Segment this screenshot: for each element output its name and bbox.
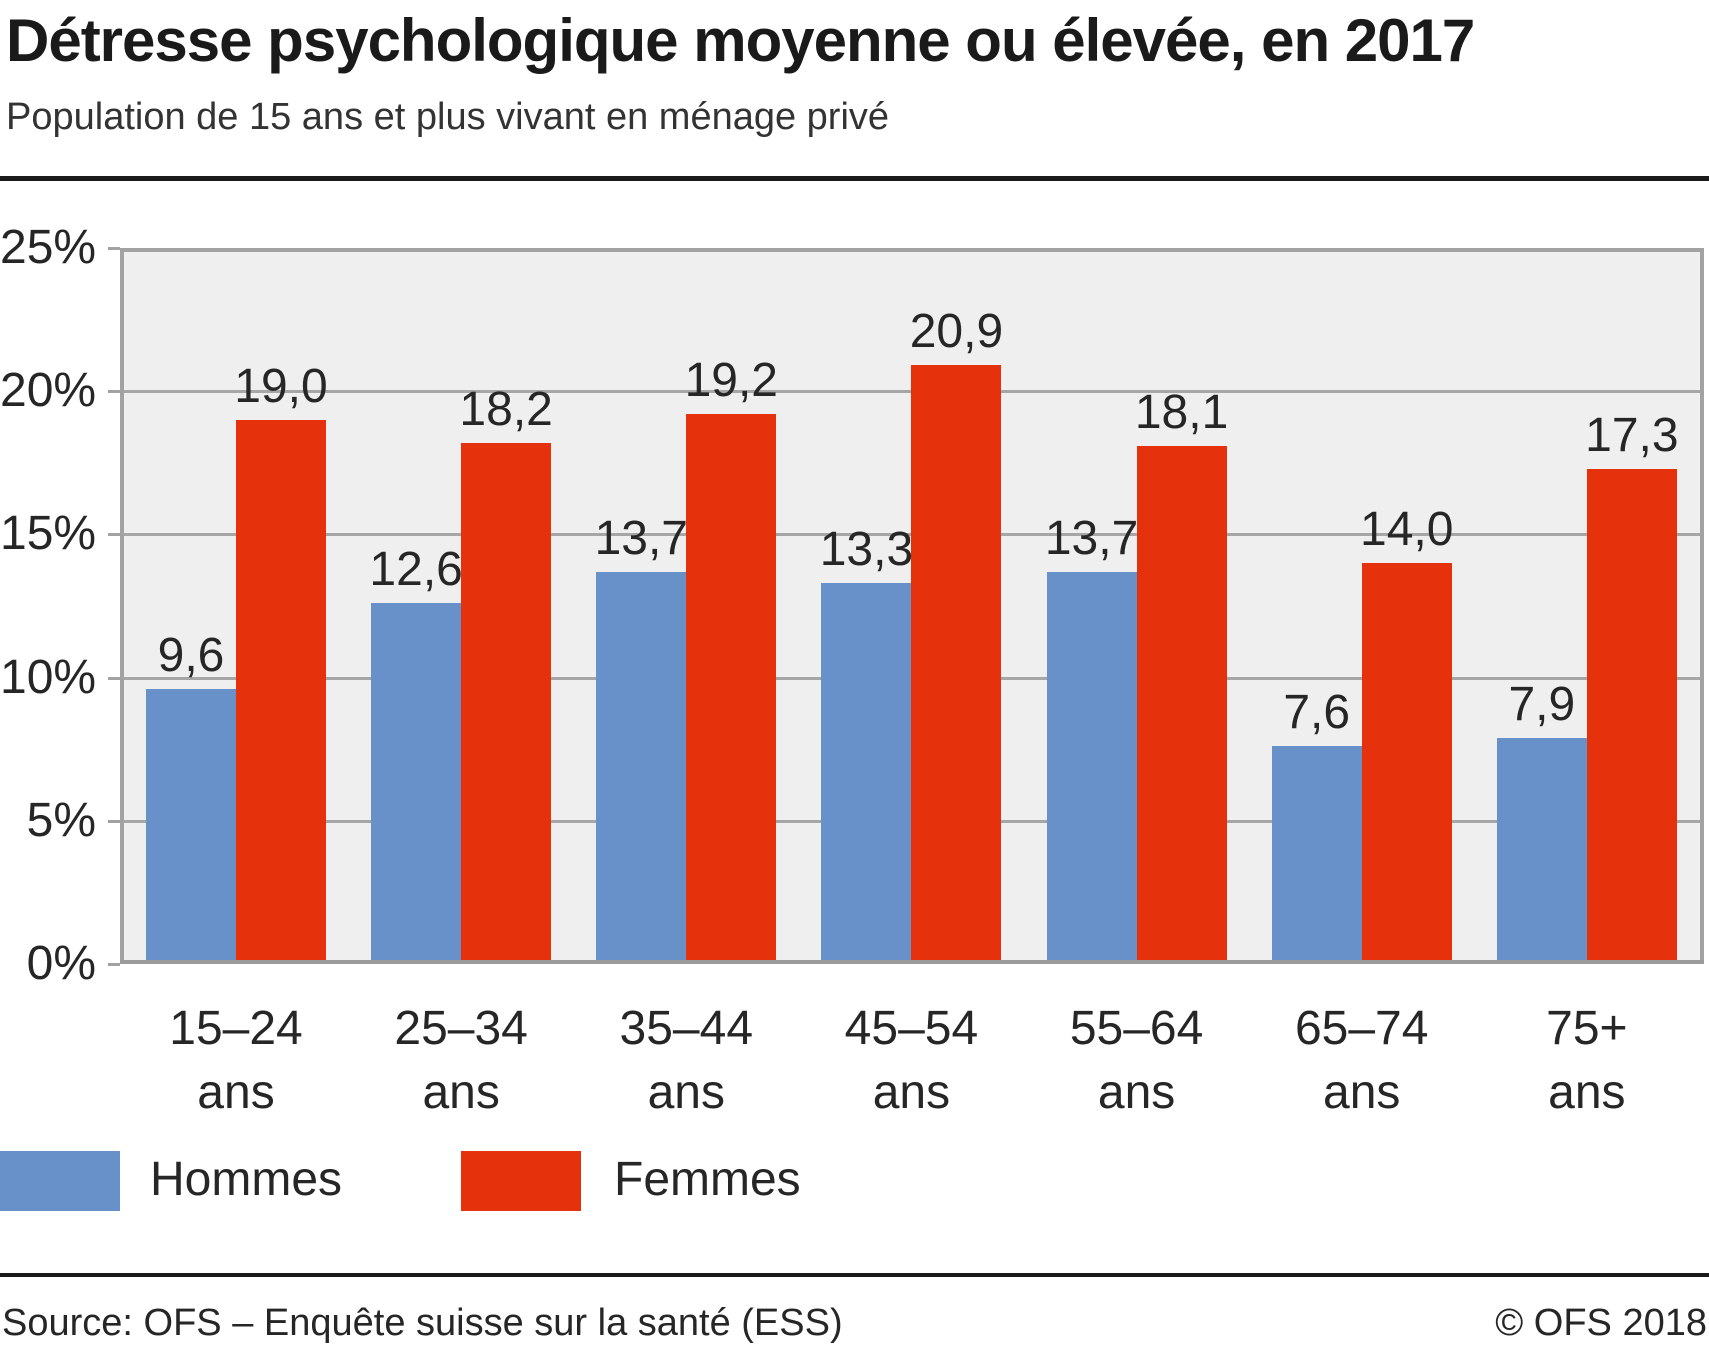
- y-axis-tick: [108, 247, 120, 250]
- header-divider: [0, 176, 1709, 181]
- legend-label-hommes: Hommes: [150, 1153, 343, 1206]
- bar-hommes-5: [1046, 571, 1137, 964]
- x-axis-label-line1: 15–24: [169, 1002, 303, 1055]
- y-axis-tick: [108, 819, 120, 823]
- bar-value-label: 18,2: [459, 382, 553, 436]
- bar-value-label: 19,0: [234, 359, 328, 413]
- bar-value-label: 7,9: [1508, 677, 1576, 731]
- bar-femmes-1: [236, 419, 326, 964]
- bar-hommes-3: [596, 571, 687, 964]
- legend-swatch-hommes: [0, 1151, 120, 1211]
- x-axis-label-line2: ans: [1323, 1066, 1401, 1119]
- bar-femmes-3: [686, 414, 777, 964]
- legend-label-femmes: Femmes: [614, 1153, 801, 1206]
- x-axis-label-line2: ans: [422, 1066, 500, 1119]
- bar-value-label: 13,3: [819, 523, 914, 577]
- bar-hommes-2: [371, 603, 462, 964]
- x-axis-label-line2: ans: [1097, 1066, 1176, 1119]
- x-axis-label-line2: ans: [1548, 1066, 1626, 1119]
- bar-value-label: 7,6: [1283, 686, 1351, 740]
- y-axis-label: 0%: [26, 937, 96, 990]
- x-axis-line: [120, 960, 1704, 964]
- y-axis-tick: [108, 963, 120, 966]
- y-axis-label: 25%: [0, 221, 97, 274]
- legend-swatch-femmes: [461, 1151, 581, 1211]
- bar-value-label: 19,2: [684, 354, 778, 408]
- x-axis-label-line1: 55–64: [1069, 1002, 1204, 1055]
- x-axis-label-line1: 45–54: [844, 1002, 979, 1055]
- bar-value-label: 14,0: [1359, 503, 1454, 557]
- y-axis-label: 20%: [0, 364, 97, 418]
- x-axis-label-line2: ans: [647, 1066, 725, 1119]
- copyright-note: © OFS 2018: [1495, 1302, 1707, 1344]
- source-note: Source: OFS – Enquête suisse sur la sant…: [2, 1302, 843, 1344]
- y-axis-label: 10%: [0, 650, 97, 704]
- bar-value-label: 17,3: [1585, 408, 1679, 462]
- x-axis-label-line2: ans: [872, 1066, 951, 1119]
- chart-legend: Hommes Femmes: [0, 1151, 1709, 1211]
- y-axis-label: 15%: [0, 507, 97, 561]
- bar-value-label: 13,7: [1044, 511, 1139, 565]
- bar-value-label: 12,6: [369, 543, 463, 597]
- y-axis-tick: [108, 390, 120, 394]
- x-axis-label-line1: 25–34: [394, 1002, 528, 1055]
- bar-femmes-4: [911, 365, 1002, 964]
- x-axis-label-line1: 35–44: [619, 1002, 754, 1055]
- bar-value-label: 13,7: [594, 511, 688, 565]
- bar-femmes-5: [1136, 445, 1227, 964]
- bar-value-label: 18,1: [1134, 385, 1229, 439]
- footer-divider: [0, 1273, 1709, 1277]
- bar-hommes-4: [821, 583, 912, 964]
- y-axis-tick: [108, 533, 120, 537]
- bar-femmes-6: [1361, 563, 1452, 964]
- x-axis-label-line2: ans: [197, 1066, 275, 1119]
- bar-hommes-6: [1271, 746, 1362, 964]
- bar-hommes-7: [1496, 737, 1587, 964]
- bar-femmes-7: [1586, 468, 1677, 964]
- bar-hommes-1: [146, 689, 236, 964]
- bar-femmes-2: [461, 442, 552, 964]
- y-axis-tick: [108, 676, 120, 680]
- bar-value-label: 9,6: [157, 629, 225, 683]
- page-title: Détresse psychologique moyenne ou élevée…: [6, 7, 1475, 74]
- page-subtitle: Population de 15 ans et plus vivant en m…: [6, 96, 890, 138]
- x-axis-label-line1: 65–74: [1294, 1002, 1429, 1055]
- bar-value-label: 20,9: [909, 305, 1004, 359]
- y-axis-label: 5%: [26, 793, 96, 847]
- x-axis-label-line1: 75+: [1546, 1002, 1628, 1055]
